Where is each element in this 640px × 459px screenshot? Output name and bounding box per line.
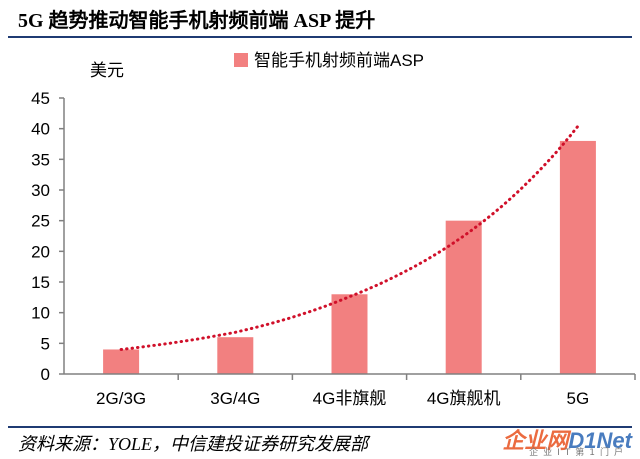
y-tick-label: 30	[31, 181, 50, 200]
watermark-main: 企业网D1Net	[502, 423, 632, 455]
y-tick-label: 10	[31, 304, 50, 323]
y-tick-label: 45	[31, 89, 50, 108]
x-tick-label: 3G/4G	[210, 389, 260, 408]
trendline	[119, 124, 580, 351]
y-tick-label: 15	[31, 273, 50, 292]
x-tick-label: 4G非旗舰	[313, 389, 387, 408]
y-tick-label: 40	[31, 120, 50, 139]
y-tick-label: 20	[31, 242, 50, 261]
page-title: 5G 趋势推动智能手机射频前端 ASP 提升	[18, 10, 376, 32]
y-axis-label: 美元	[90, 61, 124, 80]
watermark-main-blue: D1Net	[568, 428, 632, 453]
legend-label: 智能手机射频前端ASP	[254, 51, 424, 70]
watermark-sub: 企业IT第1门户	[529, 448, 628, 458]
bar	[445, 220, 482, 374]
source-note: 资料来源：YOLE，中信建投证券研究发展部	[18, 434, 369, 454]
title-divider	[8, 36, 632, 38]
y-tick-label: 5	[41, 334, 50, 353]
y-tick-label: 0	[41, 365, 50, 384]
chart-legend: 智能手机射频前端ASP	[234, 51, 424, 70]
watermark-main-orange: 企业网	[502, 428, 569, 453]
y-tick-label: 25	[31, 212, 50, 231]
x-tick-label: 4G旗舰机	[427, 389, 501, 408]
x-tick-label: 5G	[567, 389, 590, 408]
y-tick-label: 35	[31, 150, 50, 169]
bar	[103, 349, 140, 374]
bar	[331, 294, 368, 374]
legend-swatch	[234, 53, 248, 67]
x-tick-label: 2G/3G	[96, 389, 146, 408]
bar	[559, 140, 596, 374]
footer-divider	[8, 426, 632, 428]
bar	[217, 337, 254, 374]
watermark-logo: 企业网D1Net 企业IT第1门户	[482, 423, 632, 458]
